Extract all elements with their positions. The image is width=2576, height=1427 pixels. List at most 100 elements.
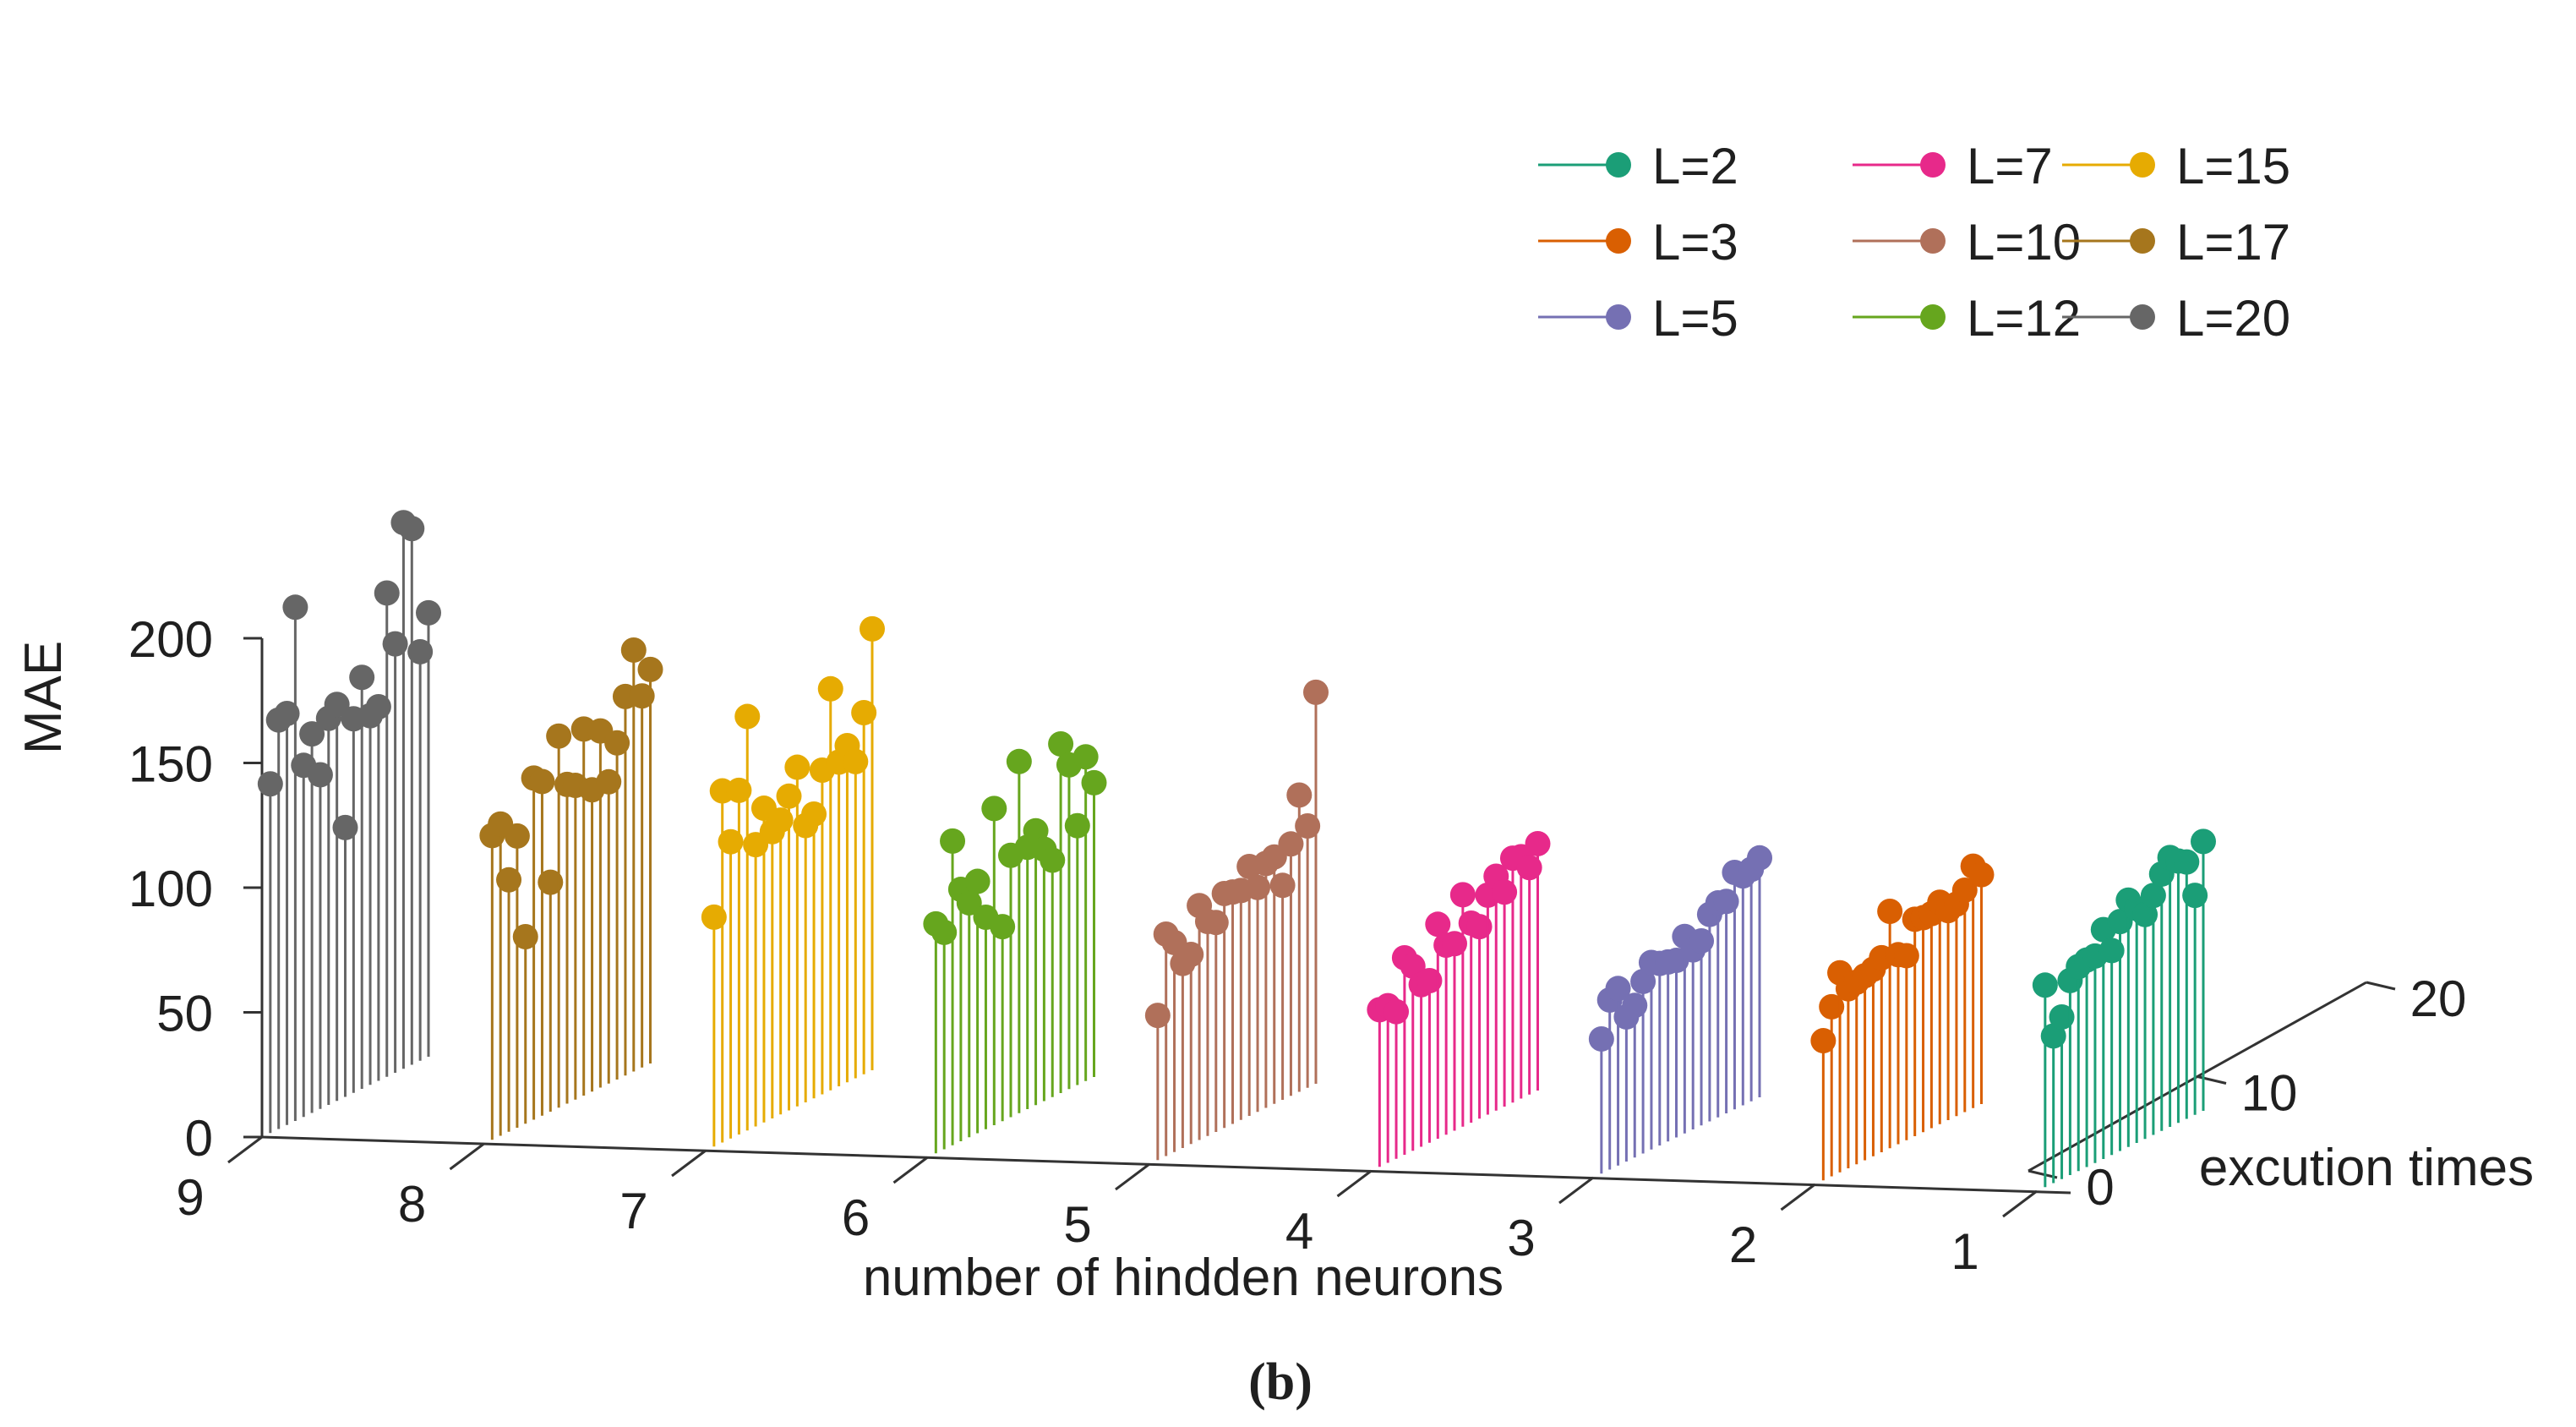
stem-marker — [2182, 883, 2208, 909]
stem-marker — [620, 637, 647, 663]
stem-marker — [843, 748, 869, 774]
stem-marker — [307, 762, 333, 788]
stem-marker — [956, 889, 982, 916]
legend-item: L=7 — [1853, 138, 2053, 194]
series-L=20 — [257, 510, 441, 1134]
stem-marker — [274, 701, 300, 726]
stem-marker — [1605, 976, 1631, 1002]
stem-marker — [1425, 911, 1451, 938]
stem-marker — [2191, 828, 2216, 855]
legend-item: L=20 — [2062, 290, 2290, 347]
x-tick-label: 5 — [1063, 1196, 1091, 1253]
stem-marker — [1466, 914, 1493, 940]
series-L=10 — [1144, 679, 1329, 1161]
stem-marker — [374, 580, 400, 606]
figure-caption: (b) — [1248, 1353, 1313, 1411]
x-axis-label: number of hindden neurons — [863, 1249, 1504, 1307]
stem-marker — [416, 599, 441, 626]
stem-marker — [1689, 927, 1715, 954]
stem-marker — [1516, 855, 1542, 881]
stem-marker — [1295, 813, 1321, 839]
x-axis-tick — [1780, 1183, 1816, 1211]
stem-marker — [1525, 830, 1551, 856]
stem-marker — [596, 768, 622, 795]
stem-marker — [1951, 877, 1978, 903]
legend-label: L=12 — [1967, 290, 2081, 347]
stem-marker — [701, 904, 727, 930]
stem-marker — [1877, 899, 1903, 924]
y-axis-tick — [2197, 1075, 2227, 1085]
stem-marker — [767, 807, 794, 834]
stem-marker — [1245, 874, 1271, 900]
stem-marker — [299, 721, 325, 747]
legend-label: L=7 — [1967, 138, 2053, 194]
x-tick-label: 8 — [398, 1176, 426, 1233]
legend-item: L=15 — [2062, 138, 2290, 194]
x-tick-label: 9 — [176, 1169, 204, 1226]
stem-marker — [1810, 1028, 1836, 1054]
stem-marker — [604, 730, 630, 756]
stem-marker — [546, 723, 572, 749]
stem-marker — [2040, 1023, 2066, 1049]
stem-marker — [382, 631, 408, 657]
legend-marker — [1920, 152, 1946, 178]
stem-marker — [1442, 931, 1467, 957]
stem-marker — [726, 777, 752, 803]
stem-marker — [1968, 861, 1995, 888]
stem-marker — [1588, 1025, 1614, 1052]
stem-marker — [637, 656, 663, 682]
stem-marker — [496, 867, 522, 893]
series-L=12 — [923, 731, 1107, 1154]
stem-marker — [512, 924, 538, 949]
legend-marker — [2130, 304, 2155, 330]
stem-marker — [784, 754, 810, 780]
x-tick-label: 4 — [1285, 1203, 1313, 1260]
z-tick-label: 150 — [128, 736, 213, 793]
stem-marker — [1747, 845, 1772, 871]
legend-label: L=20 — [2176, 290, 2290, 347]
stem-marker — [964, 868, 991, 894]
z-tick-label: 100 — [128, 861, 213, 917]
stem-marker — [1072, 744, 1099, 770]
series-L=5 — [1588, 845, 1772, 1174]
x-axis-tick — [1558, 1176, 1594, 1205]
series-L=2 — [2032, 828, 2216, 1188]
stem-marker — [817, 675, 843, 702]
stem-marker — [734, 703, 761, 730]
stem-marker — [1819, 993, 1845, 1020]
stem-marker — [940, 828, 966, 854]
y-tick-label: 20 — [2410, 970, 2467, 1027]
stem-marker — [504, 823, 530, 849]
stem-marker — [1630, 968, 1656, 994]
stem-marker — [990, 914, 1016, 940]
x-axis-tick — [2002, 1189, 2038, 1218]
x-tick-label: 2 — [1729, 1217, 1757, 1273]
stem-marker — [776, 783, 802, 809]
stem-marker — [1144, 1003, 1171, 1029]
legend-item: L=10 — [1853, 214, 2081, 271]
z-tick-label: 50 — [156, 986, 213, 1042]
legend-marker — [2130, 152, 2155, 178]
series-L=7 — [1367, 830, 1551, 1167]
y-tick-label: 10 — [2241, 1065, 2298, 1122]
legend-marker — [1920, 304, 1946, 330]
stem-marker — [860, 615, 885, 642]
stem-marker — [1269, 872, 1296, 899]
stem-marker — [851, 700, 877, 725]
stem-marker — [1286, 782, 1313, 808]
y-axis-tick — [2366, 981, 2396, 991]
stem-marker — [1006, 748, 1032, 774]
stem-marker — [1713, 888, 1739, 915]
y-axis-label: excution times — [2199, 1139, 2534, 1197]
legend-item: L=5 — [1538, 290, 1738, 347]
stem-marker — [332, 814, 358, 840]
legend-marker — [1920, 228, 1946, 254]
chart-stems — [257, 510, 2216, 1188]
x-tick-label: 1 — [1951, 1223, 1978, 1280]
stem-marker — [629, 683, 655, 709]
chart-axes — [227, 637, 2396, 1218]
stem-marker — [324, 692, 350, 718]
stem-marker — [1278, 831, 1304, 857]
x-axis-tick — [449, 1142, 485, 1171]
